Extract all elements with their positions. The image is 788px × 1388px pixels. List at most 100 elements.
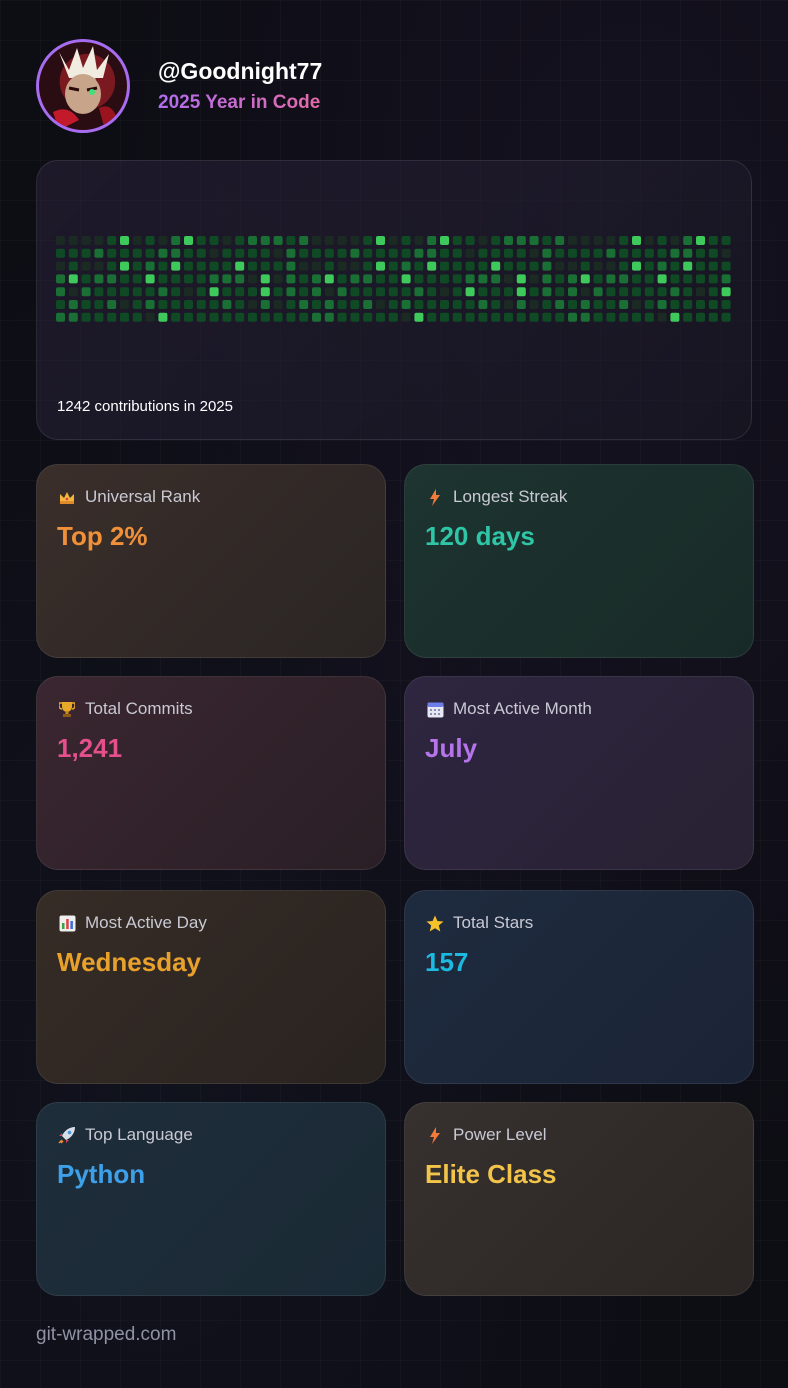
- card-value: 120 days: [425, 521, 535, 551]
- contribution-day-cell: [516, 287, 526, 297]
- contribution-day-cell: [478, 261, 488, 271]
- contribution-day-cell: [696, 274, 705, 284]
- contribution-day-cell: [56, 312, 65, 322]
- contribution-day-cell: [184, 300, 193, 309]
- contribution-day-cell: [657, 300, 667, 309]
- contribution-day-cell: [94, 261, 104, 271]
- contribution-day-cell: [312, 287, 321, 297]
- contribution-day-cell: [260, 248, 270, 258]
- contribution-day-cell: [657, 287, 667, 297]
- contribution-day-cell: [363, 300, 373, 309]
- contribution-day-cell: [593, 236, 603, 245]
- contribution-day-cell: [171, 236, 181, 245]
- contribution-day-cell: [376, 236, 385, 245]
- contribution-day-cell: [324, 287, 334, 297]
- contribution-day-cell: [529, 261, 539, 271]
- contribution-day-cell: [568, 236, 577, 245]
- contribution-day-cell: [683, 300, 693, 309]
- contribution-day-cell: [260, 274, 270, 284]
- contribution-day-cell: [376, 300, 385, 309]
- contribution-day-cell: [286, 312, 296, 322]
- contribution-day-cell: [670, 248, 680, 258]
- contribution-day-cell: [81, 312, 91, 322]
- most-active-day-card: Most Active Day Wednesday: [36, 890, 386, 1084]
- contribution-day-cell: [401, 274, 411, 284]
- contribution-day-cell: [427, 248, 437, 258]
- contribution-day-cell: [235, 261, 245, 271]
- contribution-day-cell: [312, 300, 321, 309]
- contribution-day-cell: [299, 248, 309, 258]
- contribution-day-cell: [376, 274, 385, 284]
- contribution-day-cell: [708, 300, 718, 309]
- contribution-day-cell: [440, 312, 449, 322]
- card-label: Top Language: [85, 1125, 193, 1144]
- contribution-day-cell: [696, 287, 705, 297]
- contribution-day-cell: [337, 248, 347, 258]
- contribution-day-cell: [120, 261, 129, 271]
- contribution-day-cell: [120, 236, 129, 245]
- contribution-day-cell: [286, 261, 296, 271]
- contribution-day-cell: [580, 274, 590, 284]
- card-value: Elite Class: [425, 1159, 557, 1189]
- contribution-day-cell: [606, 236, 616, 245]
- contribution-day-cell: [81, 261, 91, 271]
- contribution-day-cell: [120, 312, 129, 322]
- contribution-day-cell: [120, 287, 129, 297]
- contribution-day-cell: [491, 300, 501, 309]
- contribution-day-cell: [427, 300, 437, 309]
- contribution-day-cell: [580, 261, 590, 271]
- contribution-day-cell: [683, 274, 693, 284]
- contribution-day-cell: [312, 248, 321, 258]
- contribution-day-cell: [721, 287, 731, 297]
- contribution-day-cell: [721, 248, 731, 258]
- contribution-day-cell: [94, 236, 104, 245]
- contribution-day-cell: [529, 312, 539, 322]
- contribution-day-cell: [452, 300, 462, 309]
- contribution-day-cell: [260, 300, 270, 309]
- contribution-day-cell: [657, 248, 667, 258]
- contribution-day-cell: [401, 248, 411, 258]
- contribution-day-cell: [324, 300, 334, 309]
- contribution-day-cell: [683, 236, 693, 245]
- contribution-day-cell: [196, 236, 206, 245]
- contribution-day-cell: [568, 261, 577, 271]
- contribution-day-cell: [491, 312, 501, 322]
- contribution-day-cell: [529, 300, 539, 309]
- contribution-day-cell: [337, 236, 347, 245]
- contribution-day-cell: [132, 261, 142, 271]
- card-label: Power Level: [453, 1125, 547, 1144]
- contribution-day-cell: [504, 300, 513, 309]
- contribution-day-cell: [273, 248, 283, 258]
- contribution-day-cell: [260, 287, 270, 297]
- contribution-day-cell: [68, 287, 78, 297]
- contribution-day-cell: [721, 261, 731, 271]
- contribution-day-cell: [350, 236, 360, 245]
- card-value: Wednesday: [57, 947, 202, 977]
- contribution-day-cell: [427, 274, 437, 284]
- contribution-day-cell: [388, 261, 398, 271]
- contribution-grid: [56, 236, 731, 322]
- contribution-day-cell: [235, 312, 245, 322]
- contribution-day-cell: [491, 236, 501, 245]
- contribution-day-cell: [542, 236, 552, 245]
- contribution-day-cell: [529, 287, 539, 297]
- card-value: 1,241: [57, 733, 123, 763]
- contribution-day-cell: [376, 312, 385, 322]
- contribution-day-cell: [452, 287, 462, 297]
- card-label: Total Stars: [453, 913, 534, 932]
- contribution-day-cell: [209, 236, 219, 245]
- contribution-day-cell: [568, 300, 577, 309]
- contribution-day-cell: [657, 261, 667, 271]
- contribution-day-cell: [286, 274, 296, 284]
- contribution-day-cell: [363, 312, 373, 322]
- contribution-day-cell: [440, 300, 449, 309]
- contribution-day-cell: [465, 312, 475, 322]
- contribution-day-cell: [145, 287, 155, 297]
- contribution-day-cell: [504, 287, 513, 297]
- contribution-day-cell: [184, 287, 193, 297]
- contribution-day-cell: [196, 300, 206, 309]
- contribution-day-cell: [171, 248, 181, 258]
- contribution-day-cell: [350, 312, 360, 322]
- contribution-day-cell: [56, 261, 65, 271]
- universal-rank-card: Universal Rank Top 2%: [36, 464, 386, 658]
